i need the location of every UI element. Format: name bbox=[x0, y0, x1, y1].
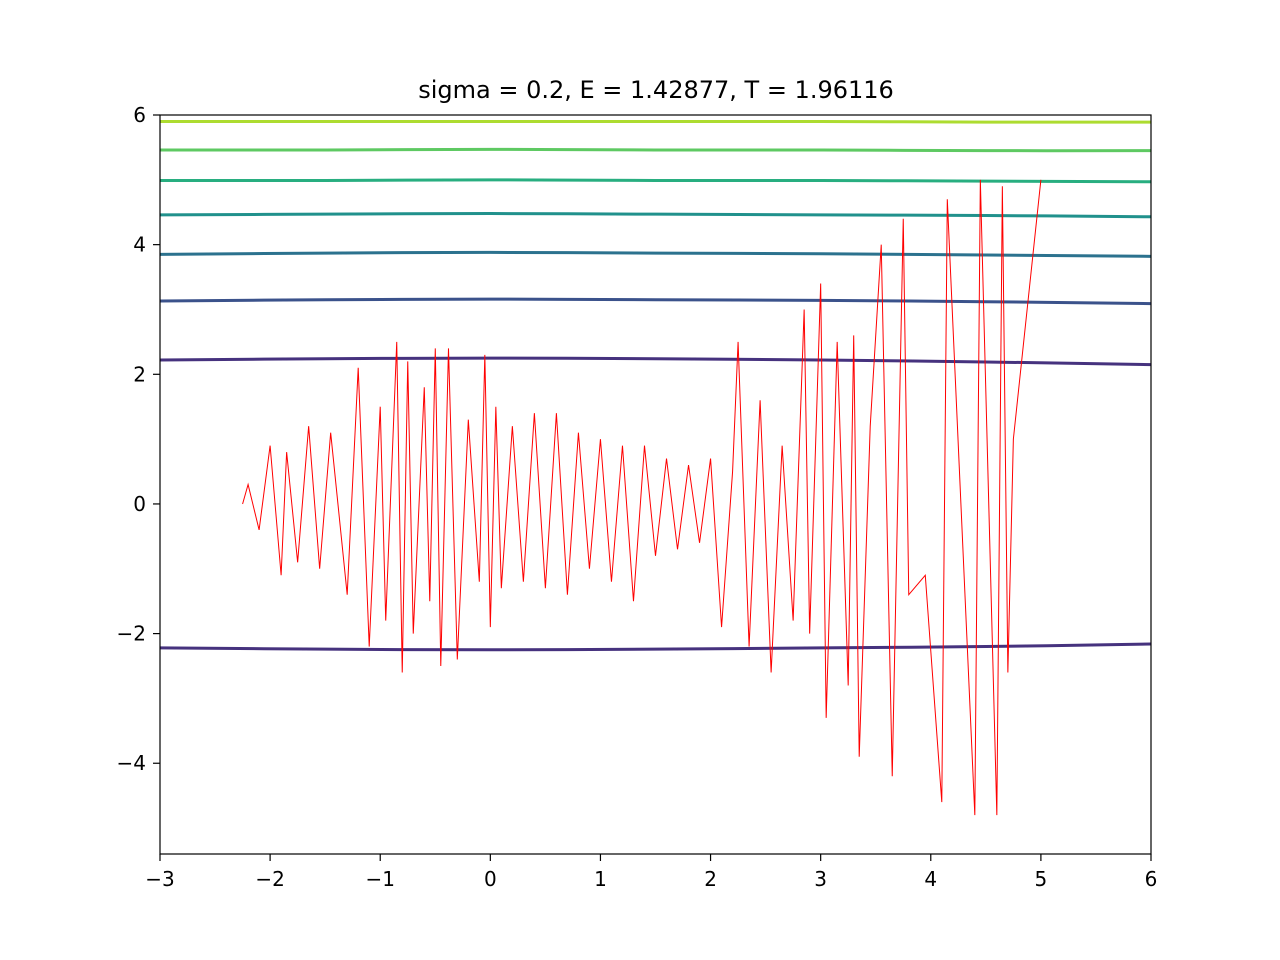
y-tick-label: 4 bbox=[133, 233, 146, 257]
y-axis: −4 −2 0 2 4 6 bbox=[117, 103, 160, 775]
trajectory-series bbox=[242, 179, 1042, 816]
contour-line-7 bbox=[160, 119, 1151, 124]
x-tick-label: −1 bbox=[365, 867, 394, 891]
x-tick-label: 3 bbox=[814, 867, 827, 891]
plot-area bbox=[160, 119, 1151, 816]
x-tick-label: 2 bbox=[704, 867, 717, 891]
x-tick-label: 1 bbox=[594, 867, 607, 891]
x-tick-label: −2 bbox=[255, 867, 284, 891]
contour-line-3 bbox=[160, 250, 1151, 258]
chart-title: sigma = 0.2, E = 1.42877, T = 1.96116 bbox=[418, 76, 894, 104]
contour-line-0 bbox=[160, 642, 1151, 652]
x-tick-label: 0 bbox=[484, 867, 497, 891]
contour-line-6 bbox=[160, 147, 1151, 153]
x-tick-label: −3 bbox=[145, 867, 174, 891]
y-tick-label: 2 bbox=[133, 362, 146, 386]
y-tick-label: 6 bbox=[133, 103, 146, 127]
y-tick-label: −4 bbox=[117, 751, 146, 775]
x-tick-label: 4 bbox=[924, 867, 937, 891]
y-tick-label: 0 bbox=[133, 492, 146, 516]
x-tick-label: 6 bbox=[1145, 867, 1158, 891]
axes-frame bbox=[159, 114, 1152, 855]
contour-line-2 bbox=[160, 297, 1151, 306]
x-tick-label: 5 bbox=[1035, 867, 1048, 891]
contour-line-4 bbox=[160, 212, 1151, 219]
x-axis: −3 −2 −1 0 1 2 3 4 5 6 bbox=[145, 854, 1157, 891]
contour-line-1 bbox=[160, 356, 1151, 367]
y-tick-label: −2 bbox=[117, 622, 146, 646]
contour-line-5 bbox=[160, 178, 1151, 184]
